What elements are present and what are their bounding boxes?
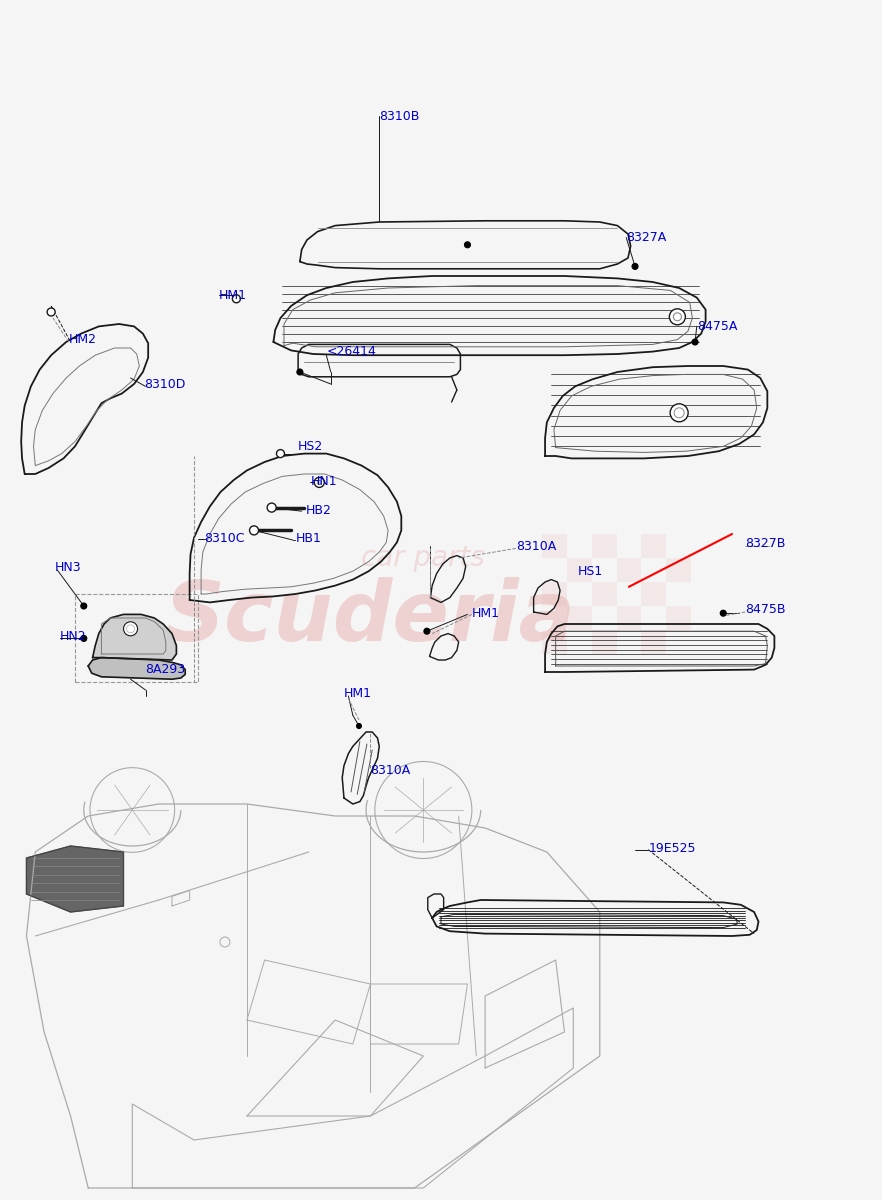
Bar bbox=[592, 534, 617, 558]
Circle shape bbox=[250, 526, 258, 535]
Circle shape bbox=[692, 338, 698, 346]
Text: 8310A: 8310A bbox=[370, 764, 411, 776]
Text: 8310C: 8310C bbox=[205, 533, 245, 545]
Bar bbox=[666, 558, 691, 582]
Text: 8475B: 8475B bbox=[745, 604, 786, 616]
Bar bbox=[542, 582, 567, 606]
Text: HB2: HB2 bbox=[306, 504, 332, 516]
Text: 8327B: 8327B bbox=[745, 538, 786, 550]
Text: HB1: HB1 bbox=[295, 533, 321, 545]
Circle shape bbox=[232, 295, 241, 302]
Text: HS2: HS2 bbox=[298, 440, 324, 452]
Text: 8475A: 8475A bbox=[697, 320, 737, 332]
Circle shape bbox=[721, 610, 726, 617]
Circle shape bbox=[123, 622, 138, 636]
Text: Scuderia: Scuderia bbox=[165, 577, 576, 659]
Circle shape bbox=[465, 241, 470, 248]
Circle shape bbox=[267, 503, 276, 512]
Text: HS1: HS1 bbox=[578, 565, 603, 577]
Bar bbox=[592, 630, 617, 654]
Circle shape bbox=[297, 370, 303, 374]
Text: <26414: <26414 bbox=[326, 346, 377, 358]
Text: HM1: HM1 bbox=[344, 688, 372, 700]
Bar bbox=[641, 534, 666, 558]
Circle shape bbox=[276, 450, 285, 457]
Text: car parts: car parts bbox=[362, 544, 485, 572]
Circle shape bbox=[632, 263, 638, 269]
Circle shape bbox=[670, 403, 688, 421]
Text: HN3: HN3 bbox=[55, 562, 81, 574]
Bar bbox=[592, 582, 617, 606]
Text: 8310A: 8310A bbox=[516, 540, 557, 552]
Text: HM1: HM1 bbox=[472, 607, 500, 619]
Circle shape bbox=[81, 602, 86, 608]
Text: HM2: HM2 bbox=[69, 334, 97, 346]
Text: 8310D: 8310D bbox=[144, 378, 185, 390]
Bar bbox=[542, 534, 567, 558]
Bar bbox=[567, 558, 592, 582]
Text: 8A293: 8A293 bbox=[146, 664, 185, 676]
Bar bbox=[641, 582, 666, 606]
Bar bbox=[542, 630, 567, 654]
Circle shape bbox=[81, 636, 86, 641]
Text: 8327A: 8327A bbox=[626, 232, 667, 244]
Circle shape bbox=[318, 480, 321, 485]
Bar bbox=[666, 606, 691, 630]
Text: HN1: HN1 bbox=[310, 475, 337, 487]
Text: HN2: HN2 bbox=[60, 630, 86, 642]
Text: 19E525: 19E525 bbox=[648, 842, 696, 854]
Bar bbox=[567, 606, 592, 630]
Text: 8310B: 8310B bbox=[379, 110, 420, 122]
Bar bbox=[617, 558, 641, 582]
Polygon shape bbox=[26, 846, 123, 912]
Circle shape bbox=[356, 724, 362, 728]
Polygon shape bbox=[88, 658, 185, 679]
Circle shape bbox=[669, 308, 685, 325]
Circle shape bbox=[314, 478, 325, 487]
Bar bbox=[641, 630, 666, 654]
Circle shape bbox=[424, 629, 430, 634]
Text: HM1: HM1 bbox=[219, 289, 247, 301]
Polygon shape bbox=[93, 614, 176, 660]
Bar bbox=[617, 606, 641, 630]
Circle shape bbox=[47, 308, 56, 316]
